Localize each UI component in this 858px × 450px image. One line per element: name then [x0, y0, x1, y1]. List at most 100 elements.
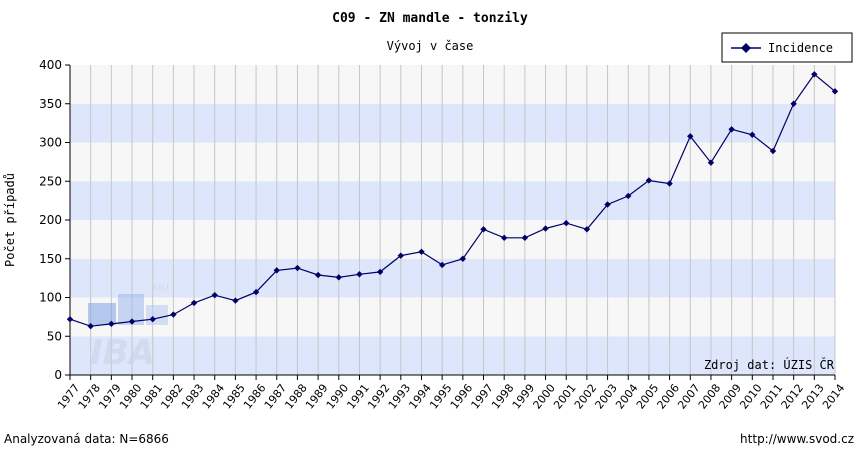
logo-block-1 — [88, 303, 116, 325]
legend-marker — [741, 43, 751, 53]
x-tick-label: 1982 — [158, 382, 185, 412]
data-point — [480, 226, 487, 233]
x-tick-label: 2008 — [696, 382, 723, 412]
x-tick-label: 1980 — [117, 382, 144, 412]
data-point — [87, 322, 94, 330]
data-point — [397, 252, 405, 259]
logo-block-3 — [146, 305, 168, 325]
data-point — [542, 225, 549, 232]
data-point — [438, 261, 446, 269]
y-tick-label: 250 — [39, 174, 62, 188]
plot-band — [70, 336, 835, 375]
x-tick-label: 2002 — [572, 382, 599, 412]
plot-background — [69, 65, 836, 375]
x-tick-label: 2006 — [655, 382, 682, 412]
x-tick-label: 1987 — [262, 382, 289, 412]
chart-subtitle: Vývoj v čase — [387, 39, 474, 53]
x-tick-label: 2005 — [634, 382, 661, 412]
y-tick-label: 200 — [39, 213, 62, 227]
data-point — [149, 316, 156, 323]
y-tick-label: 350 — [39, 97, 62, 111]
x-tick-label: 2010 — [737, 382, 764, 412]
x-tick-label: 2009 — [717, 382, 744, 412]
data-point — [459, 255, 467, 262]
x-tick-label: 1991 — [344, 382, 371, 412]
x-tick-label: 1985 — [220, 382, 247, 412]
x-tick-label: 1996 — [448, 382, 475, 412]
source-label: Zdroj dat: ÚZIS ČR — [704, 357, 835, 372]
data-point — [790, 100, 797, 107]
y-tick-label: 100 — [39, 291, 62, 305]
plot-band — [70, 142, 835, 182]
data-point — [108, 320, 115, 328]
data-point — [625, 192, 632, 200]
data-point — [418, 248, 425, 255]
x-tick-label: 1979 — [96, 382, 123, 412]
plot-band — [70, 65, 835, 104]
data-point — [500, 234, 508, 242]
plot-band — [70, 220, 835, 259]
data-point — [831, 88, 839, 95]
data-point — [314, 271, 322, 279]
x-tick-label: 2014 — [820, 382, 847, 412]
x-tick-label: 1983 — [179, 382, 206, 412]
data-point — [707, 159, 715, 166]
plot-band — [70, 297, 835, 337]
x-tick-label: 1990 — [324, 382, 351, 412]
x-tick-label: 1981 — [138, 382, 165, 412]
footer-url: http://www.svod.cz — [740, 432, 854, 446]
y-axis-label: Počet případů — [3, 173, 17, 267]
data-point — [211, 291, 218, 299]
x-tick-label: 1993 — [386, 382, 413, 412]
data-point — [645, 177, 653, 184]
x-tick-label: 1988 — [282, 382, 309, 412]
data-point — [604, 201, 611, 208]
data-point — [335, 274, 342, 281]
x-tick-label: 2004 — [613, 382, 640, 412]
plot-band — [70, 103, 835, 143]
plot-band — [70, 181, 835, 220]
x-tick-label: 1977 — [55, 382, 82, 412]
x-tick-label: 1978 — [76, 382, 103, 412]
data-point — [687, 133, 694, 140]
data-point — [521, 234, 529, 242]
data-point — [294, 264, 301, 272]
data-point — [66, 316, 74, 323]
data-point — [273, 267, 280, 274]
x-tick-label: 2012 — [779, 382, 806, 412]
data-point — [252, 288, 260, 296]
legend-label: Incidence — [768, 41, 833, 55]
x-tick-label: 2000 — [530, 382, 557, 412]
series-line-incidence — [69, 73, 836, 327]
x-tick-label: 2001 — [551, 382, 578, 412]
data-point — [232, 297, 239, 304]
data-point — [128, 318, 136, 325]
data-point — [190, 299, 198, 307]
x-tick-label: 1995 — [427, 382, 454, 412]
x-tick-label: 1994 — [406, 382, 433, 412]
logo-text: IBA — [90, 333, 155, 373]
x-tick-label: 1998 — [489, 382, 516, 412]
plot-band — [70, 258, 835, 298]
x-tick-label: 1986 — [241, 382, 268, 412]
data-point — [769, 147, 777, 155]
y-tick-label: 150 — [39, 252, 62, 266]
data-point — [563, 219, 570, 227]
y-tick-label: 50 — [47, 329, 62, 343]
data-point — [728, 126, 735, 133]
x-tick-label: 1989 — [303, 382, 330, 412]
data-point — [170, 311, 177, 318]
x-tick-label: 1992 — [365, 382, 392, 412]
data-point — [749, 131, 756, 138]
y-tick-label: 300 — [39, 136, 62, 150]
x-tick-label: 2011 — [758, 382, 785, 412]
x-tick-label: 1997 — [468, 382, 495, 412]
data-point — [376, 268, 384, 276]
x-tick-label: 2007 — [675, 382, 702, 412]
x-tick-label: 2003 — [593, 382, 620, 412]
data-point — [811, 71, 818, 78]
legend: Incidence — [721, 32, 853, 63]
data-point — [583, 226, 591, 233]
x-tick-label: 1999 — [510, 382, 537, 412]
